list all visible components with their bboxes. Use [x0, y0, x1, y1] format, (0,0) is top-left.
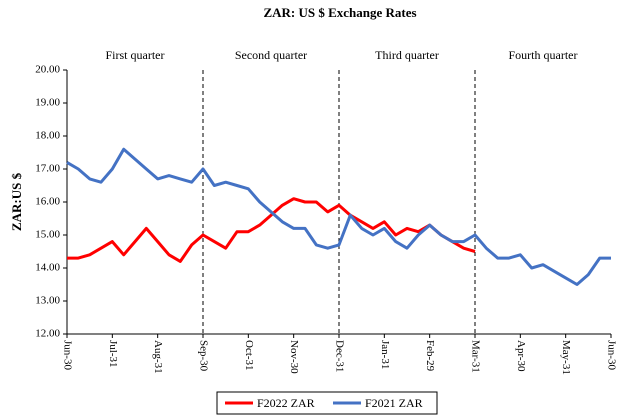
- x-tick-label: Jan-31: [379, 340, 391, 369]
- x-tick-label: Jun-30: [61, 340, 73, 370]
- x-tick-label: Jul-31: [107, 340, 119, 368]
- quarter-label: Fourth quarter: [509, 48, 578, 62]
- quarter-label: Third quarter: [375, 48, 439, 62]
- line-series: [66, 147, 611, 286]
- y-tick-label: 16.00: [35, 196, 60, 208]
- y-tick-label: 17.00: [35, 163, 60, 175]
- y-tick-label: 19.00: [35, 97, 60, 109]
- y-tick-label: 15.00: [35, 229, 60, 241]
- legend-label: F2022 ZAR: [257, 396, 315, 410]
- x-tick-label: Sep-30: [197, 340, 209, 372]
- x-tick-label: Aug-31: [152, 340, 164, 374]
- x-tick-label: Nov-30: [288, 340, 300, 374]
- x-tick-label: Feb-29: [424, 340, 436, 372]
- legend-box: [216, 391, 438, 415]
- y-tick-label: 20.00: [35, 64, 60, 76]
- line-series: [67, 197, 476, 263]
- x-tick-label: Dec-31: [333, 340, 345, 372]
- y-tick-label: 12.00: [35, 328, 60, 340]
- y-tick-label: 13.00: [35, 295, 60, 307]
- quarter-label: Second quarter: [235, 48, 307, 62]
- x-tick-label: Jun-30: [605, 340, 617, 370]
- legend-label: F2021 ZAR: [365, 396, 423, 410]
- x-tick-label: Apr-30: [515, 340, 527, 372]
- y-tick-label: 14.00: [35, 262, 60, 274]
- y-axis-label: ZAR:US $: [9, 172, 24, 231]
- quarter-label: First quarter: [106, 48, 165, 62]
- y-tick-label: 18.00: [35, 130, 60, 142]
- x-tick-label: May-31: [560, 340, 572, 375]
- x-tick-label: Oct-31: [243, 340, 255, 371]
- chart-title: ZAR: US $ Exchange Rates: [263, 5, 416, 20]
- x-tick-label: Mar-31: [469, 340, 481, 373]
